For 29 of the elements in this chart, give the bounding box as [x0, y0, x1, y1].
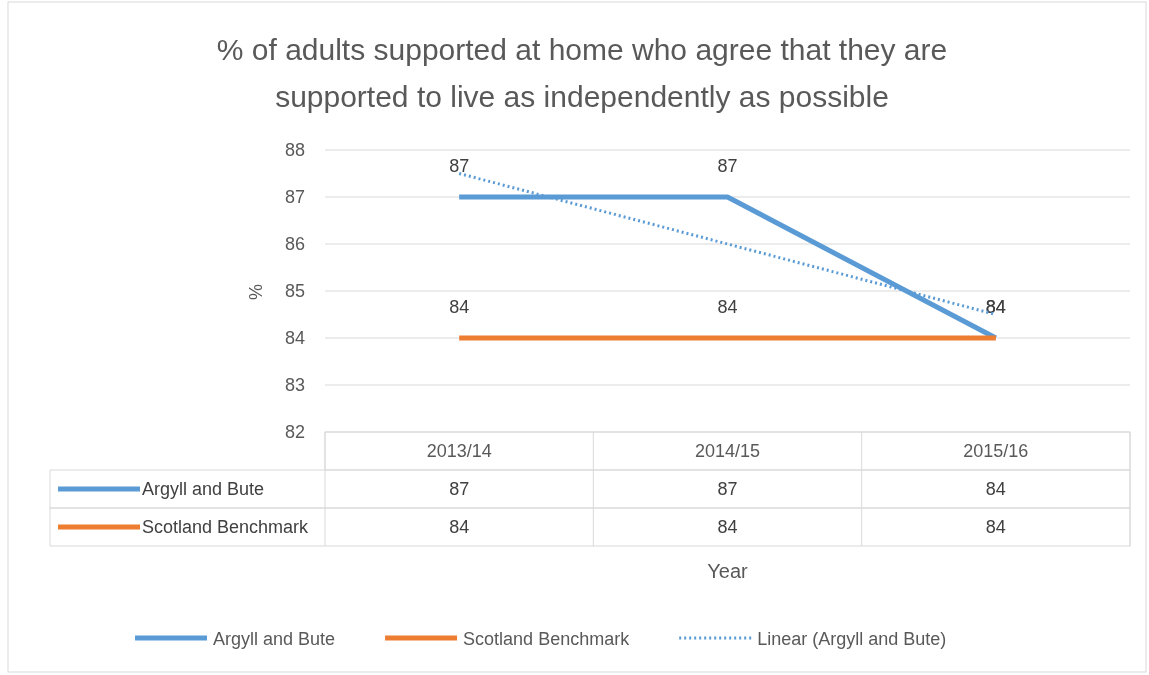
data-label: 84	[985, 517, 1006, 537]
data-label: 84	[985, 479, 1006, 499]
y-axis-title: %	[246, 283, 266, 301]
x-tick-label: 2015/16	[963, 441, 1029, 461]
y-tick-label: 83	[284, 375, 305, 396]
data-label: 84	[717, 517, 738, 537]
y-tick-label: 87	[284, 187, 305, 208]
x-axis-title: Year	[707, 560, 749, 582]
x-tick-label: 2013/14	[426, 441, 492, 461]
text: 84	[449, 297, 470, 317]
x-tick-label: 2014/15	[694, 441, 761, 461]
data-label: 87	[717, 479, 738, 499]
y-tick-label: 88	[284, 140, 305, 161]
text: 84	[985, 297, 1006, 317]
text: 84	[717, 297, 738, 317]
y-tick-label: 85	[284, 281, 305, 302]
chart-title: % of adults supported at home who agree that they are supported to live as independently as possible	[216, 33, 948, 113]
text: Argyll and Bute	[213, 629, 336, 649]
y-tick-label: 84	[284, 328, 305, 349]
legend-label: Argyll and Bute	[142, 479, 265, 499]
y-tick-label: 82	[284, 422, 305, 443]
text: 87	[449, 156, 470, 176]
text: 87	[717, 156, 738, 176]
data-label: 87	[449, 479, 470, 499]
text: Scotland Benchmark	[463, 629, 630, 649]
y-tick-label: 86	[284, 234, 305, 255]
legend-label: Scotland Benchmark	[142, 517, 310, 537]
data-label: 84	[449, 517, 470, 537]
legend-label: Linear (Argyll and Bute)	[757, 629, 947, 649]
